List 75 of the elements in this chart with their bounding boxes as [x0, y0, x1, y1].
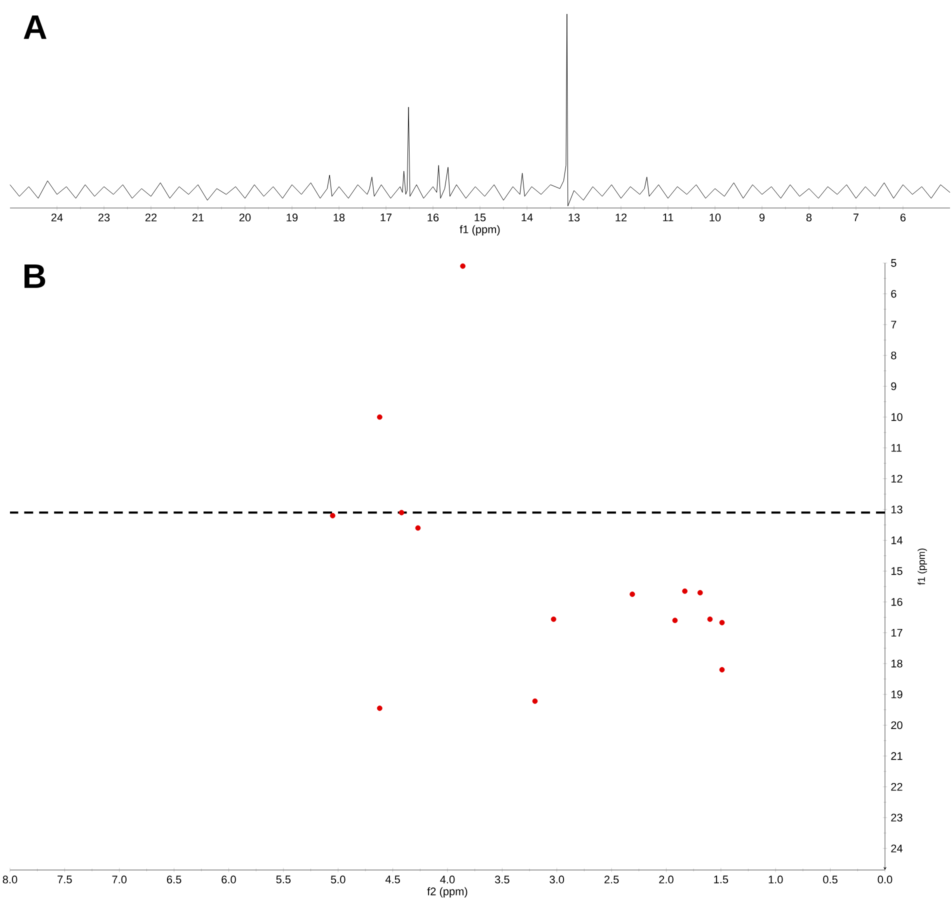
point	[398, 510, 404, 516]
x-tick-label: 22	[145, 214, 157, 222]
y-tick-label: 19	[891, 690, 902, 698]
y-tick-label: 6	[891, 290, 896, 298]
point	[682, 588, 688, 594]
point	[672, 618, 678, 624]
x-tick-label: 6.5	[166, 876, 182, 884]
y-tick-label: 16	[891, 598, 902, 606]
y-tick-label: 22	[891, 783, 902, 791]
y-tick-label: 17	[891, 628, 902, 637]
x-tick-label: 5.5	[276, 876, 291, 884]
x-tick-label: 8.0	[2, 876, 18, 884]
x-tick-label: 14	[522, 214, 533, 222]
x-tick-label: 3.0	[550, 876, 564, 884]
point	[719, 667, 725, 672]
y-tick-label: 21	[891, 752, 902, 760]
x-tick-label: 11	[663, 214, 674, 222]
x-tick-label: 23	[98, 214, 110, 222]
x-tick-label: 9	[759, 214, 765, 222]
x-tick-label: 13	[568, 214, 580, 222]
x-tick-label: 16	[428, 214, 439, 222]
point	[376, 414, 382, 420]
x-tick-label: 20	[239, 214, 251, 222]
y-tick-label: 13	[891, 506, 902, 514]
x-tick-label: 24	[51, 214, 63, 222]
x-tick-label: 4.5	[385, 876, 400, 884]
y-tick-label: 5	[891, 259, 896, 267]
point	[330, 512, 336, 518]
y-tick-label: 23	[891, 814, 902, 822]
point	[697, 590, 703, 596]
y-tick-label: 11	[891, 444, 902, 452]
x-tick-label: 17	[380, 214, 392, 222]
point	[550, 616, 556, 622]
x-tick-label: 0.0	[878, 876, 892, 884]
point	[719, 620, 725, 626]
x-tick-label: 3.5	[494, 876, 510, 884]
y-axis-title: f1 (ppm)	[918, 548, 927, 585]
x-tick-label: 1.5	[714, 876, 728, 884]
y-tick-label: 10	[891, 413, 902, 421]
x-tick-label: 0.5	[823, 876, 838, 884]
x-tick-label: 15	[474, 214, 486, 222]
x-tick-label: 6.0	[222, 876, 236, 884]
point	[707, 616, 713, 622]
y-tick-label: 7	[891, 320, 896, 328]
point	[630, 592, 636, 597]
point	[460, 263, 466, 269]
point	[532, 698, 538, 704]
x-axis-title: f1 (ppm)	[460, 225, 500, 236]
chart-title: A	[24, 16, 46, 39]
x-tick-label: 19	[286, 214, 298, 222]
y-tick-label: 24	[891, 844, 902, 852]
chart-title: B	[24, 264, 46, 288]
x-tick-label: 7.0	[112, 876, 127, 884]
x-tick-label: 7.5	[58, 876, 72, 884]
y-tick-label: 8	[891, 352, 896, 360]
x-tick-label: 10	[710, 214, 721, 222]
x-tick-label: 7	[854, 214, 858, 222]
point	[376, 706, 382, 711]
x-tick-label: 2.0	[659, 876, 674, 884]
y-tick-label: 14	[891, 536, 902, 544]
y-tick-label: 15	[891, 567, 902, 575]
y-tick-label: 12	[891, 474, 902, 483]
x-tick-label: 1.0	[768, 876, 783, 884]
y-tick-label: 20	[891, 721, 902, 730]
x-tick-label: 2.5	[604, 876, 619, 884]
x-tick-label: 18	[334, 214, 345, 222]
x-tick-label: 12	[616, 214, 627, 222]
x-tick-label: 8	[806, 214, 812, 222]
y-tick-label: 9	[891, 382, 896, 390]
x-tick-label: 4.0	[440, 876, 455, 884]
y-tick-label: 18	[891, 660, 902, 668]
point	[415, 525, 421, 531]
x-axis-title: f2 (ppm)	[427, 887, 468, 898]
x-tick-label: 5.0	[330, 876, 346, 884]
x-tick-label: 21	[192, 214, 204, 222]
